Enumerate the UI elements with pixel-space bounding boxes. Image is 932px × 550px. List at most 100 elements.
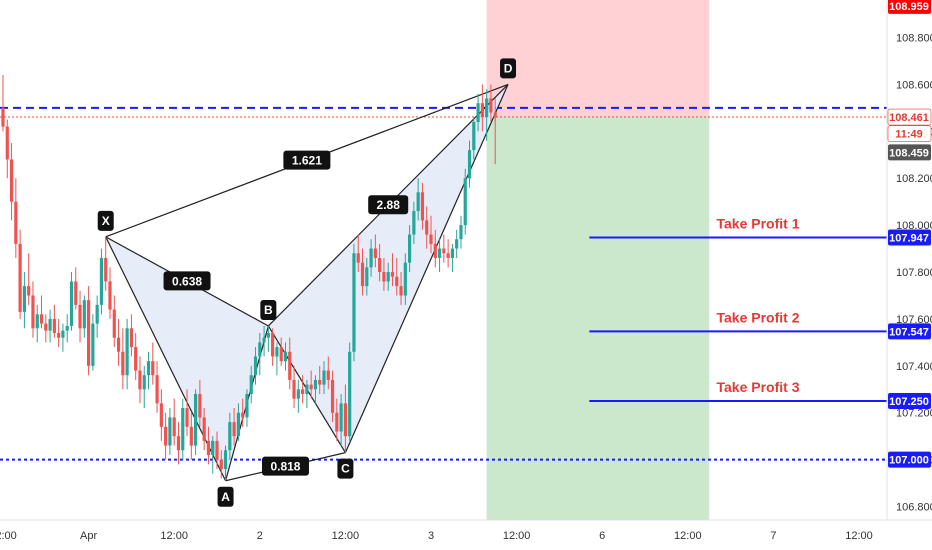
target-zone	[486, 117, 710, 530]
candle-body-30	[129, 328, 133, 348]
candle-body-75	[322, 370, 326, 385]
ratio-labels: 1.621 0.638 2.88 0.818	[163, 150, 409, 476]
candle-body-11	[48, 318, 52, 331]
candle-body-78	[335, 412, 339, 432]
y-tick-5: 107.800	[896, 267, 932, 279]
x-tick-8: 12:00	[674, 530, 702, 542]
candle-body-49	[211, 440, 215, 455]
candle-body-44	[189, 426, 193, 446]
candle-body-85	[365, 267, 369, 287]
candle-body-83	[356, 253, 360, 263]
candle-body-64	[275, 347, 279, 357]
candlesticks	[1, 75, 497, 481]
ratio-tag-3	[261, 456, 309, 476]
candle-body-28	[121, 351, 125, 376]
leg-cd	[344, 84, 509, 453]
candle-body-112	[480, 103, 484, 118]
x-tick-1: Apr	[80, 530, 97, 542]
candle-body-101	[433, 243, 437, 258]
tp-price-tag-3-bg	[888, 393, 931, 410]
candle-body-97	[416, 192, 420, 212]
candle-body-19	[82, 300, 86, 329]
ratio-text-3: 0.818	[270, 460, 300, 474]
price-tag-3: 108.459	[889, 147, 929, 159]
candle-body-73	[313, 379, 318, 390]
candle-body-16	[69, 281, 74, 326]
candle-body-108	[463, 178, 467, 226]
candle-body-104	[446, 253, 450, 258]
candle-body-24	[104, 257, 108, 282]
candle-body-23	[99, 257, 104, 305]
candle-body-99	[425, 220, 429, 235]
candle-body-45	[194, 393, 198, 446]
candle-body-91	[390, 272, 395, 277]
level-price-tag-0: 107.000	[889, 455, 929, 467]
candle-body-74	[318, 379, 322, 385]
candle-body-46	[198, 393, 202, 418]
x-tick-7: 6	[599, 530, 605, 542]
candle-body-81	[348, 351, 352, 437]
ratio-tag-0	[283, 150, 331, 170]
candle-body-58	[249, 375, 253, 394]
candle-body-65	[279, 347, 283, 362]
ratio-tag-1	[163, 271, 211, 291]
level-price-tag-0-bg	[888, 451, 931, 468]
x-tick-6: 12:00	[503, 530, 531, 542]
stop-loss-zone	[486, 0, 710, 118]
candle-body-103	[442, 248, 446, 254]
take-profit-lines: Take Profit 1 Take Profit 2 Take Profit 3	[589, 216, 887, 403]
tp-price-tag-2-bg	[888, 323, 931, 340]
horizontal-levels	[0, 106, 887, 461]
tp-price-tag-2: 107.547	[889, 326, 929, 338]
candle-body-63	[271, 333, 275, 357]
price-tag-2: 11:49	[895, 129, 923, 141]
x-tick-10: 12:00	[845, 530, 873, 542]
candle-body-86	[369, 248, 373, 268]
candle-body-77	[330, 379, 335, 413]
candle-body-54	[232, 422, 236, 437]
ratio-text-2: 2.88	[377, 198, 401, 212]
candle-body-31	[134, 347, 138, 371]
y-tick-3: 107.400	[896, 361, 932, 373]
y-tick-0: 106.800	[896, 502, 932, 514]
candle-body-55	[236, 412, 240, 437]
candle-body-94	[403, 262, 407, 296]
candle-body-22	[95, 304, 99, 324]
point-tag-D	[500, 58, 517, 79]
candle-body-59	[253, 356, 258, 376]
take-profit-label-3: Take Profit 3	[717, 379, 800, 395]
candle-body-61	[262, 337, 266, 343]
candle-body-3	[14, 201, 18, 244]
point-label-B: B	[264, 303, 273, 317]
candle-body-14	[61, 330, 65, 338]
candle-body-37	[159, 403, 163, 427]
candle-body-100	[429, 234, 433, 244]
candle-body-6	[27, 286, 31, 296]
x-tick-0: 12:00	[0, 530, 17, 542]
candle-body-102	[437, 248, 442, 258]
candle-body-10	[44, 323, 48, 331]
candle-body-33	[142, 375, 146, 390]
price-tag-2-bg	[887, 125, 932, 142]
candle-body-0	[1, 107, 5, 127]
candle-body-110	[472, 121, 476, 151]
candle-body-70	[301, 389, 305, 394]
price-tag-3-bg	[888, 144, 931, 161]
candle-body-41	[176, 436, 181, 451]
candle-body-1	[5, 126, 9, 160]
candle-body-21	[91, 323, 95, 366]
candle-body-114	[489, 98, 493, 113]
price-tag-1-bg	[887, 108, 932, 126]
candle-body-12	[52, 318, 56, 334]
candle-body-40	[172, 417, 176, 437]
candle-body-8	[35, 314, 39, 329]
candle-body-56	[241, 412, 245, 418]
pattern-triangle-xab	[105, 236, 269, 481]
candle-body-66	[283, 351, 288, 362]
candle-body-79	[339, 403, 343, 432]
candle-body-5	[22, 286, 26, 312]
candle-body-113	[485, 98, 489, 118]
candle-body-52	[223, 450, 228, 470]
